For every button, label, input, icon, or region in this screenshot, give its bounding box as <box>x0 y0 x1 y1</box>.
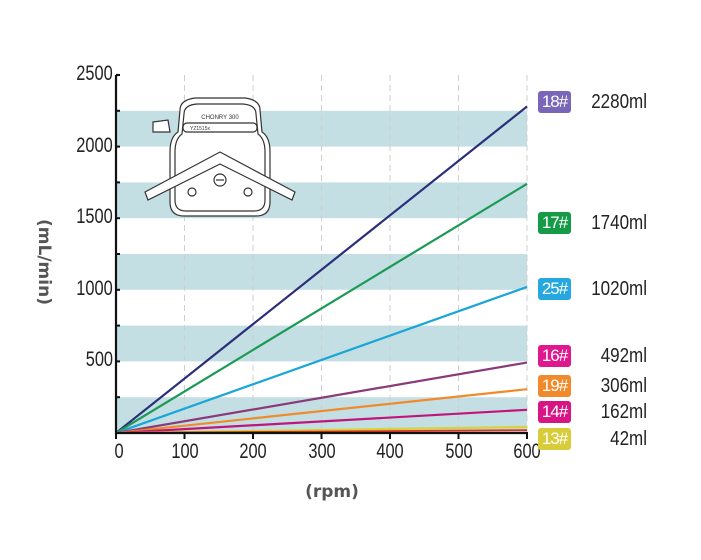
legend-value: 492ml <box>600 344 647 367</box>
legend-badge: 19# <box>538 375 571 397</box>
legend-item-18: 18# 2280ml <box>538 90 647 114</box>
svg-text:YZ1515x: YZ1515x <box>190 126 211 132</box>
x-tick-label: 400 <box>376 440 404 463</box>
series-line-19 <box>115 388 528 435</box>
x-tick-label: 500 <box>444 440 473 463</box>
series-line-25 <box>115 285 528 435</box>
y-tick-label: 2500 <box>76 62 113 85</box>
series-line-18 <box>115 105 528 434</box>
pump-head-illustration: CHONRY 300 YZ1515x <box>144 97 296 217</box>
y-tick-label: 1000 <box>76 276 113 300</box>
legend-value: 2280ml <box>591 90 647 113</box>
legend-value: 162ml <box>600 400 647 423</box>
y-tick-label: 2000 <box>76 133 113 157</box>
y-tick-label: 1500 <box>76 205 113 229</box>
legend-badge: 17# <box>538 212 571 234</box>
legend-badge: 18# <box>538 91 571 113</box>
legend-value: 1740ml <box>591 211 647 234</box>
legend-item-13: 13# 42ml <box>538 427 647 451</box>
x-tick-label: 200 <box>239 440 267 463</box>
legend-item-25: 25# 1020ml <box>538 277 647 301</box>
legend-badge: 25# <box>538 278 571 300</box>
axis-ticks <box>115 74 528 439</box>
x-tick-label: 600 <box>513 440 541 463</box>
legend-badge: 14# <box>538 401 571 423</box>
series-line-14 <box>115 408 528 435</box>
svg-text:CHONRY 300: CHONRY 300 <box>201 115 239 121</box>
legend-value: 1020ml <box>591 277 647 300</box>
legend-badge: 13# <box>538 428 571 450</box>
legend-item-19: 19# 306ml <box>538 374 647 398</box>
legend-item-17: 17# 1740ml <box>538 211 647 235</box>
legend-badge: 16# <box>538 345 571 367</box>
legend-value: 42ml <box>610 427 647 450</box>
legend-value: 306ml <box>600 374 647 397</box>
x-tick-label: 300 <box>307 440 336 463</box>
x-axis-label: (rpm) <box>305 482 359 502</box>
series-line-17 <box>115 182 528 434</box>
y-tick-label: 500 <box>85 348 113 372</box>
series-line-16 <box>115 361 528 435</box>
y-axis-label: (mL/min) <box>34 219 54 305</box>
x-tick-label: 100 <box>170 440 199 463</box>
legend-item-14: 14# 162ml <box>538 400 647 424</box>
x-tick-label: 0 <box>114 440 124 463</box>
legend-item-16: 16# 492ml <box>538 344 647 368</box>
